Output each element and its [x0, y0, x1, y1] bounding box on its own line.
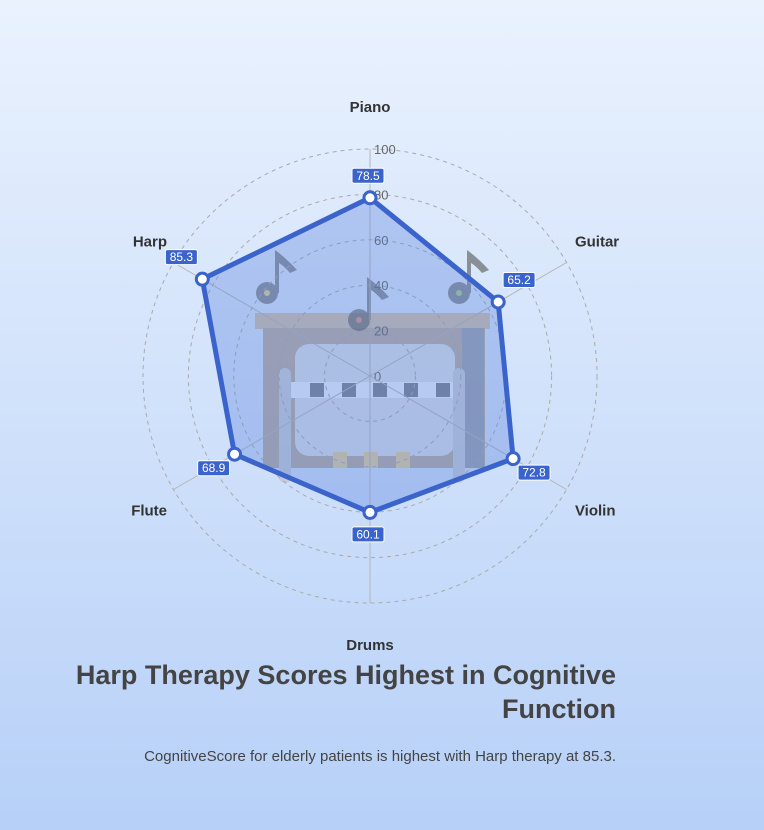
data-label-bg — [502, 271, 536, 288]
data-label-bg — [164, 249, 198, 266]
data-point — [227, 446, 243, 462]
grid-ring — [142, 148, 598, 604]
piano-illustration — [255, 313, 490, 483]
data-label: 72.8 — [522, 466, 546, 480]
radar-chart: 0 20 40 60 80 100 Piano Guitar Violin Drums Flute… — [131, 99, 619, 654]
grid-ring — [324, 330, 416, 422]
grid-ring — [187, 193, 553, 559]
axis-label-drums: Drums — [346, 637, 394, 654]
tick-label: 80 — [374, 187, 388, 202]
radar-series — [194, 190, 521, 520]
chart-title: Harp Therapy Scores Highest in Cognitive… — [75, 660, 616, 724]
data-point — [362, 504, 378, 520]
chart-subtitle: CognitiveScore for elderly patients is h… — [144, 748, 616, 765]
data-label: 60.1 — [356, 527, 380, 541]
music-note-icon — [256, 250, 297, 304]
data-label-bg — [197, 460, 231, 477]
data-label-bg — [517, 464, 551, 481]
axis-label-guitar: Guitar — [575, 234, 619, 251]
data-label: 68.9 — [202, 461, 226, 475]
tick-label: 0 — [374, 369, 381, 384]
tick-label: 60 — [374, 233, 388, 248]
music-note-icon — [348, 277, 389, 331]
tick-label: 100 — [374, 142, 396, 157]
data-label-bg — [351, 526, 385, 543]
data-label: 65.2 — [507, 273, 531, 287]
axis-label-violin: Violin — [575, 503, 616, 520]
radar-labels: Piano Guitar Violin Drums Flute Harp 78.5 65.2 7… — [131, 99, 619, 654]
axis-label-flute: Flute — [131, 503, 167, 520]
music-note-icon — [448, 250, 489, 304]
data-label-bg — [351, 167, 385, 184]
data-label: 78.5 — [356, 169, 380, 183]
data-label: 85.3 — [170, 250, 194, 264]
axis-label-harp: Harp — [133, 234, 167, 251]
tick-label: 20 — [374, 324, 388, 339]
tick-label: 40 — [374, 278, 388, 293]
data-point — [490, 294, 506, 310]
axis-label-piano: Piano — [350, 99, 391, 116]
series-area — [199, 195, 516, 515]
data-point — [362, 190, 378, 206]
data-point — [194, 271, 210, 287]
data-point — [505, 451, 521, 467]
